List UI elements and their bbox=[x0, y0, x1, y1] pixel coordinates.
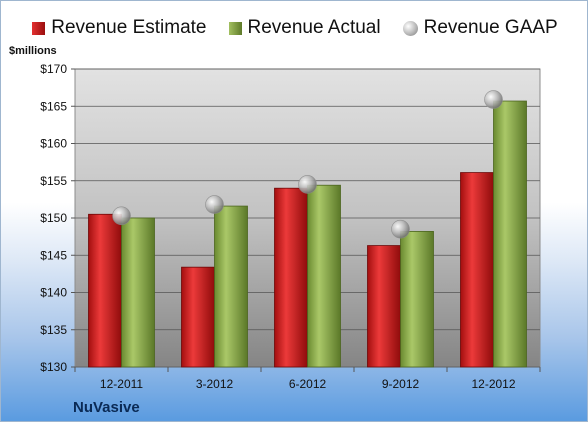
x-tick-label: 12-2012 bbox=[471, 377, 515, 391]
legend-swatch-gaap bbox=[402, 20, 418, 36]
x-tick-label: 9-2012 bbox=[382, 377, 420, 391]
y-tick-label: $130 bbox=[40, 360, 67, 374]
gaap-marker bbox=[391, 219, 410, 239]
y-tick-label: $135 bbox=[40, 323, 67, 337]
y-tick-label: $170 bbox=[40, 62, 67, 76]
legend-swatch-actual bbox=[228, 21, 242, 35]
estimate-bar bbox=[460, 172, 494, 368]
y-axis-unit-label: $millions bbox=[9, 45, 57, 57]
estimate-bar bbox=[274, 187, 308, 368]
x-axis-ticks: 12-2011 3-2012 6-2012 9-2012 12-2012 bbox=[74, 367, 541, 391]
estimate-bar bbox=[367, 245, 401, 368]
x-tick-label: 12-2011 bbox=[100, 377, 143, 391]
actual-bar bbox=[307, 184, 341, 368]
actual-bar bbox=[493, 100, 527, 368]
gaap-markers bbox=[112, 90, 503, 239]
bars bbox=[88, 100, 527, 368]
gaap-marker bbox=[112, 206, 131, 226]
legend-label-estimate: Revenue Estimate bbox=[51, 17, 207, 38]
x-tick-label: 6-2012 bbox=[289, 377, 327, 391]
y-tick-label: $145 bbox=[40, 248, 67, 262]
actual-bar bbox=[400, 231, 434, 368]
y-axis-ticks: $130 $135 $140 $145 $150 $155 $160 $165 $170 bbox=[40, 62, 75, 374]
y-tick-label: $160 bbox=[40, 137, 67, 151]
company-name: NuVasive bbox=[73, 399, 140, 416]
y-tick-label: $140 bbox=[40, 286, 67, 300]
y-tick-label: $165 bbox=[40, 99, 67, 113]
legend-item-gaap: Revenue GAAP bbox=[402, 17, 558, 39]
actual-bar bbox=[121, 217, 155, 368]
y-tick-label: $150 bbox=[40, 211, 67, 225]
legend: Revenue Estimate Revenue Actual Revenue … bbox=[1, 15, 587, 41]
legend-item-actual: Revenue Actual bbox=[228, 17, 381, 39]
actual-bar bbox=[214, 205, 248, 368]
x-tick-label: 3-2012 bbox=[196, 377, 234, 391]
legend-swatch-estimate bbox=[32, 21, 46, 35]
legend-item-estimate: Revenue Estimate bbox=[32, 17, 207, 39]
gaap-marker bbox=[205, 195, 224, 214]
estimate-bar bbox=[88, 213, 122, 368]
legend-label-gaap: Revenue GAAP bbox=[423, 17, 558, 38]
legend-label-actual: Revenue Actual bbox=[247, 17, 381, 38]
gaap-marker bbox=[298, 175, 317, 194]
y-tick-label: $155 bbox=[40, 174, 67, 188]
gaap-marker bbox=[484, 90, 503, 109]
estimate-bar bbox=[181, 266, 215, 368]
